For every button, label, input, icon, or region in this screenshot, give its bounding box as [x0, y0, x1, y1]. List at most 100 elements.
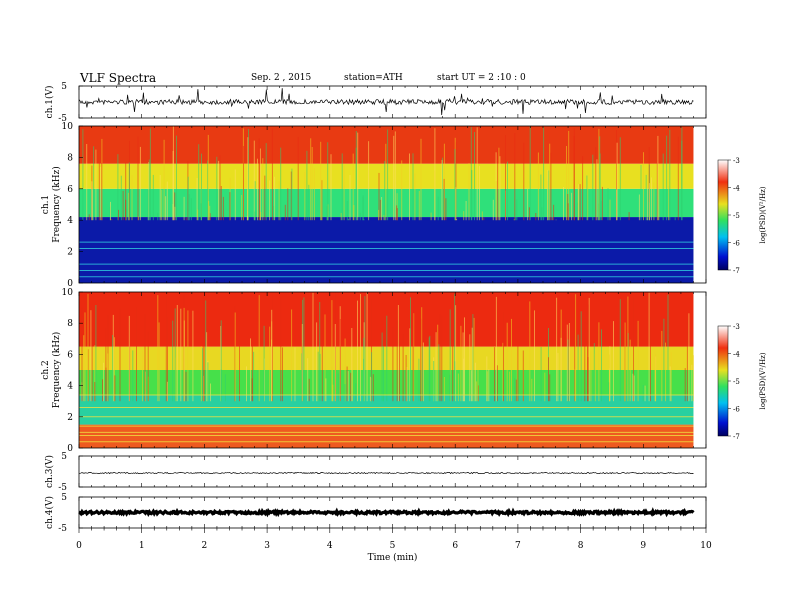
spectrogram-streak — [511, 318, 512, 402]
spectrogram-streak — [94, 345, 96, 402]
spectrogram-streak — [452, 345, 454, 402]
spectrogram-streak — [234, 312, 236, 402]
spectrogram-streak — [131, 175, 133, 221]
spectrogram-streak — [479, 165, 480, 221]
spectrogram-streak — [468, 163, 470, 221]
spectrogram-streak — [386, 315, 388, 402]
spectrogram-streak — [369, 376, 371, 402]
spectrogram-streak — [183, 196, 185, 221]
spectrogram-streak — [556, 297, 558, 402]
spectrogram-streak — [514, 215, 516, 221]
spectrogram-streak — [148, 159, 150, 221]
spectrogram-streak — [516, 350, 518, 402]
spectrogram-streak — [202, 348, 203, 402]
spectrogram-streak — [455, 142, 457, 221]
spectrogram-streak — [311, 147, 313, 221]
spectrogram-streak — [243, 146, 244, 221]
spectrogram-streak — [118, 209, 119, 221]
spectrogram-streak — [172, 204, 174, 221]
spectrogram-streak — [294, 347, 296, 402]
spectrogram-streak — [650, 317, 651, 402]
spectrogram-streak — [307, 358, 309, 402]
spectrogram-streak — [434, 128, 436, 221]
spectrogram-streak — [465, 201, 467, 221]
spectrogram-streak — [632, 373, 634, 402]
spectrogram-streak — [234, 169, 236, 221]
spectrogram-streak — [449, 374, 451, 402]
spectrogram-streak — [248, 129, 249, 221]
y-tick-label: 5 — [61, 452, 67, 462]
spectrogram-streak — [271, 128, 273, 221]
spectrogram-streak — [219, 155, 221, 221]
spectrogram-streak — [418, 358, 420, 402]
spectrogram-streak — [278, 181, 280, 221]
spectrogram-streak — [257, 158, 258, 221]
spectrogram-streak — [662, 153, 664, 221]
spectrogram-streak — [586, 175, 588, 221]
ch3-waveform-ylabel: ch.3(V) — [44, 455, 55, 488]
spectrogram-streak — [319, 302, 321, 402]
colorbar-tick-label: -7 — [733, 433, 740, 441]
spectrogram-streak — [98, 163, 100, 221]
spectrogram-streak — [152, 174, 154, 221]
spectrogram-streak — [582, 156, 584, 221]
spectrogram-streak — [95, 149, 97, 221]
spectrogram-streak — [523, 142, 525, 221]
ch2-spectrogram-channel-label: ch.2 — [41, 360, 51, 379]
spectrogram-streak — [344, 384, 346, 402]
spectrogram-streak — [514, 133, 516, 221]
spectrogram-streak — [643, 152, 644, 221]
spectrogram-streak — [247, 137, 249, 221]
spectrogram-streak — [601, 329, 602, 402]
spectrogram-streak — [535, 213, 537, 221]
spectrogram-streak — [259, 148, 261, 221]
spectrogram-streak — [516, 199, 518, 221]
spectrogram-streak — [476, 381, 478, 402]
spectrogram-streak — [187, 310, 189, 402]
spectrogram-streak — [254, 181, 256, 221]
y-tick-label: 8 — [67, 153, 73, 163]
spectrogram-streak — [353, 205, 355, 221]
spectrogram-streak — [126, 208, 128, 221]
spectrogram-streak — [257, 370, 259, 402]
spectrogram-streak — [648, 183, 650, 221]
spectrogram-streak — [657, 135, 659, 221]
spectrogram-streak — [666, 135, 668, 221]
spectrogram-streak — [291, 309, 293, 402]
spectrogram-streak — [387, 129, 389, 221]
spectrogram-streak — [112, 335, 114, 402]
spectrogram-streak — [566, 324, 568, 402]
spectrogram-streak — [392, 327, 394, 402]
spectrogram-streak — [88, 214, 90, 221]
spectrogram-streak — [443, 178, 445, 221]
spectrogram-streak — [580, 311, 582, 402]
spectrogram-streak — [422, 342, 424, 402]
spectrogram-streak — [418, 190, 420, 221]
spectrogram-streak — [553, 204, 555, 221]
spectrogram-streak — [264, 175, 266, 221]
spectrogram-streak — [528, 207, 530, 221]
spectrogram-streak — [531, 378, 533, 402]
spectrogram-streak — [537, 152, 539, 221]
spectrogram-streak — [357, 300, 358, 402]
colorbar-tick-label: -7 — [733, 267, 740, 275]
spectrogram-streak — [473, 317, 475, 402]
spectrogram-streak — [414, 173, 416, 221]
spectrogram-streak — [433, 361, 435, 402]
spectrogram-streak — [200, 346, 202, 402]
spectrogram-streak — [344, 338, 346, 402]
spectrogram-streak — [579, 184, 581, 221]
spectrogram-streak — [94, 382, 96, 402]
spectrogram-streak — [346, 201, 348, 221]
spectrogram-streak — [148, 162, 150, 221]
spectrogram-streak — [149, 128, 151, 221]
spectrogram-streak — [642, 385, 644, 402]
spectrogram-streak — [633, 375, 635, 402]
y-tick-label: 4 — [67, 216, 73, 226]
spectrogram-streak — [420, 138, 422, 221]
spectrogram-streak — [371, 352, 373, 402]
spectrogram-streak — [457, 373, 459, 402]
spectrogram-streak — [499, 156, 501, 221]
figure-title: VLF Spectra — [80, 71, 157, 85]
spectrogram-streak — [686, 319, 688, 402]
